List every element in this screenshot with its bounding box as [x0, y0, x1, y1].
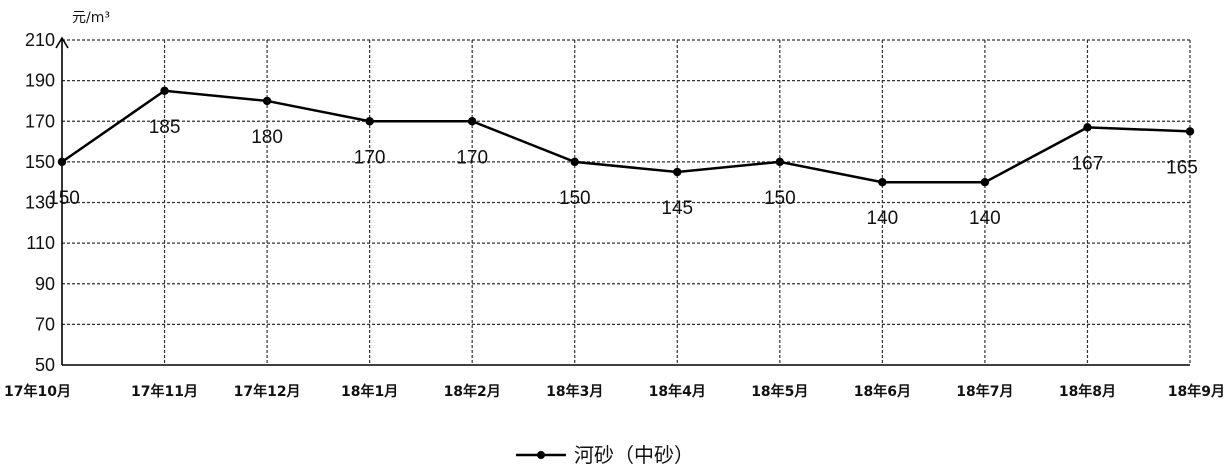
x-tick-label: 18年8月	[1059, 383, 1116, 400]
y-tick-label: 90	[35, 274, 55, 294]
y-tick-label: 210	[25, 30, 55, 50]
data-point	[1185, 127, 1195, 136]
x-tick-label: 18年2月	[444, 383, 501, 400]
data-point	[1083, 123, 1092, 132]
y-tick-label: 50	[35, 355, 55, 375]
y-tick-label: 110	[26, 233, 55, 253]
data-point	[673, 167, 682, 177]
data-label: 140	[867, 208, 899, 229]
data-label: 185	[149, 117, 181, 138]
data-point	[775, 157, 785, 167]
data-point	[365, 117, 374, 126]
x-tick-label: 18年9月	[1168, 383, 1225, 400]
y-tick-label: 130	[25, 193, 55, 213]
legend-marker	[537, 451, 545, 459]
x-tick-label: 17年10月	[4, 383, 71, 400]
x-tick-label: 18年7月	[956, 383, 1013, 400]
legend-label: 河砂（中砂）	[574, 443, 694, 467]
y-tick-label: 150	[25, 152, 55, 172]
x-tick-label: 18年1月	[341, 383, 398, 400]
data-labels: 150 185 180 170 170 150 145 150 140 140 167 165	[48, 117, 1198, 229]
data-point	[262, 96, 272, 106]
data-point	[160, 86, 169, 95]
data-point	[980, 177, 990, 187]
data-point	[570, 157, 579, 167]
x-tick-label: 17年11月	[131, 383, 198, 400]
y-tick-labels: 50 70 90 110 130 150 170 190 210	[25, 30, 55, 375]
x-tick-label: 18年5月	[751, 383, 808, 400]
data-label: 150	[559, 188, 591, 209]
x-tick-labels: 17年10月 17年11月 17年12月 18年1月 18年2月 18年3月 18年4月 18…	[4, 383, 1225, 400]
data-label: 180	[251, 127, 283, 148]
data-point	[878, 177, 887, 187]
series-layer	[57, 86, 1195, 187]
y-axis-arrow	[55, 36, 69, 49]
data-point	[57, 157, 67, 167]
x-tick-label: 17年12月	[234, 383, 301, 400]
data-label: 167	[1072, 153, 1104, 174]
axes	[55, 36, 1190, 366]
data-label: 145	[661, 198, 693, 219]
data-label: 150	[764, 188, 796, 209]
y-tick-label: 170	[25, 111, 55, 131]
data-label: 165	[1166, 157, 1198, 178]
series-line	[61, 89, 1191, 184]
grid	[62, 39, 1191, 365]
data-label: 140	[969, 208, 1001, 229]
y-tick-label: 190	[25, 71, 55, 91]
x-tick-label: 18年6月	[854, 383, 911, 400]
data-label: 170	[354, 147, 386, 168]
data-point	[467, 117, 477, 126]
y-tick-label: 70	[35, 314, 55, 334]
legend: 河砂（中砂）	[516, 443, 694, 467]
x-tick-label: 18年3月	[546, 383, 603, 400]
data-label: 170	[456, 147, 488, 168]
data-label: 150	[48, 188, 80, 209]
y-axis-unit: 元/m³	[72, 10, 110, 26]
x-tick-label: 18年4月	[649, 383, 706, 400]
